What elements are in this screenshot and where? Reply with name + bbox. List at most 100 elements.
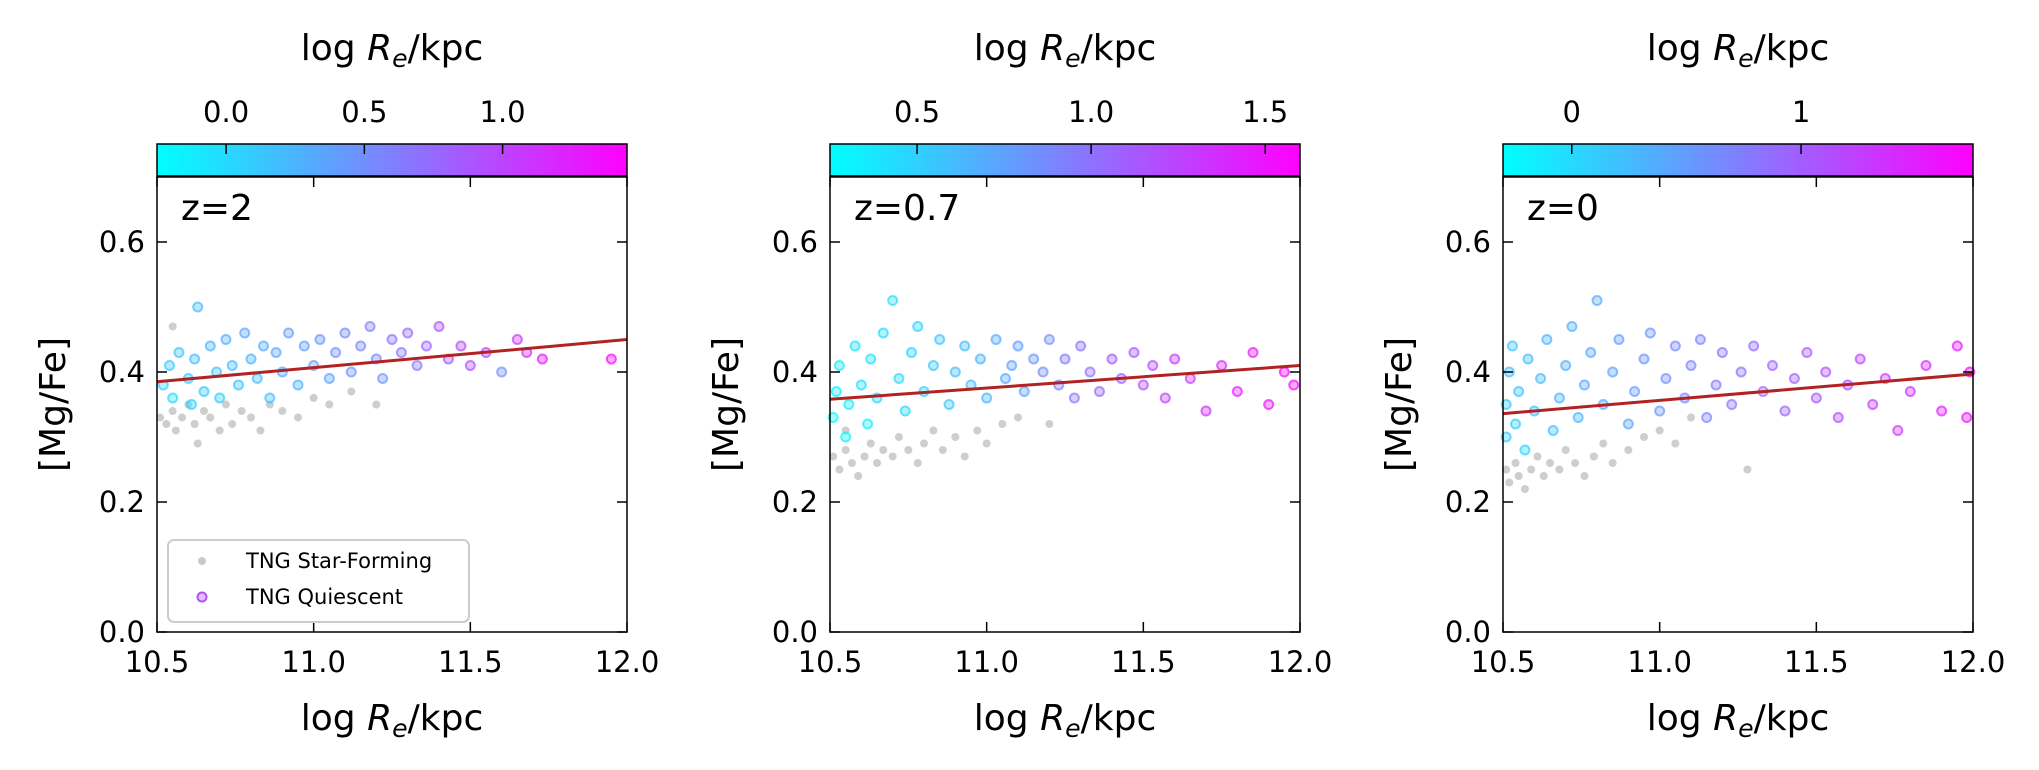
axes-frame (1502, 176, 1974, 633)
quiescent-point (1128, 347, 1140, 358)
quiescent-point (893, 373, 905, 384)
quiescent-point (862, 418, 874, 430)
quiescent-point (386, 334, 398, 345)
colorbar-tick-label: 0 (1563, 95, 1581, 129)
quiescent-point (192, 301, 204, 313)
quiescent-point (464, 360, 476, 371)
quiescent-point (887, 295, 899, 306)
star-forming-point (1539, 472, 1548, 480)
quiescent-point (536, 353, 548, 365)
quiescent-point (1137, 379, 1149, 391)
quiescent-point (855, 379, 867, 391)
x-tick-label: 11.0 (954, 645, 1019, 679)
quiescent-point (827, 412, 839, 423)
legend-marker-quiescent (196, 591, 208, 603)
quiescent-point (1184, 373, 1196, 384)
star-forming-point (835, 465, 844, 474)
quiescent-point (1867, 399, 1879, 410)
quiescent-point (1247, 347, 1259, 358)
quiescent-point (496, 366, 508, 378)
colorbar (829, 143, 1301, 177)
panel-label: z=2 (181, 188, 253, 229)
quiescent-point (1018, 386, 1030, 397)
y-tick-label: 0.4 (772, 355, 818, 389)
legend-box (167, 539, 470, 623)
star-forming-point (171, 426, 180, 435)
quiescent-point (927, 360, 939, 371)
star-forming-point (1533, 452, 1542, 461)
colorbar (1502, 143, 1974, 177)
quiescent-point (1028, 353, 1040, 365)
panel-label: z=0.7 (854, 188, 960, 229)
star-forming-point (1599, 439, 1608, 448)
star-forming-point (184, 400, 193, 409)
quiescent-point (198, 386, 210, 397)
quiescent-point (833, 360, 845, 371)
quiescent-point (355, 340, 367, 352)
quiescent-point (1547, 425, 1559, 436)
star-forming-point (1505, 478, 1514, 487)
quiescent-point (1216, 360, 1228, 371)
quiescent-point (270, 347, 282, 358)
quiescent-point (1522, 353, 1534, 365)
quiescent-point (1892, 425, 1904, 436)
quiescent-point (1106, 353, 1118, 365)
quiescent-point (1629, 386, 1641, 397)
quiescent-point (1068, 392, 1080, 404)
star-forming-point (1527, 465, 1536, 474)
y-tick-label: 0.0 (99, 615, 145, 649)
x-tick-label: 12.0 (1941, 645, 2006, 679)
quiescent-point (377, 373, 389, 384)
axes-frame (829, 176, 1301, 633)
y-tick-label: 0.0 (1445, 615, 1491, 649)
quiescent-point (1951, 340, 1963, 352)
y-tick-label: 0.0 (772, 615, 818, 649)
quiescent-point (1263, 399, 1275, 410)
y-tick-label: 0.6 (772, 225, 818, 259)
x-axis-label: log Re/kpc (301, 698, 483, 743)
star-forming-point (866, 439, 875, 448)
quiescent-point (981, 392, 993, 404)
quiescent-point (1541, 334, 1553, 345)
x-tick-label: 11.0 (281, 645, 346, 679)
quiescent-point (1500, 431, 1512, 443)
quiescent-point (232, 379, 244, 391)
scatter-points (827, 295, 1300, 480)
quiescent-point (245, 353, 257, 365)
quiescent-point (605, 353, 617, 365)
quiescent-point (1006, 360, 1018, 371)
star-forming-point (168, 407, 177, 415)
star-forming-point (1555, 465, 1564, 474)
quiescent-point (1644, 327, 1656, 339)
quiescent-point (1669, 340, 1681, 352)
quiescent-point (1726, 399, 1738, 410)
quiescent-point (1660, 373, 1672, 384)
star-forming-point (247, 413, 255, 422)
y-tick-label: 0.2 (772, 485, 818, 519)
quiescent-point (1585, 347, 1597, 358)
star-forming-point (1561, 446, 1570, 454)
quiescent-point (990, 334, 1002, 345)
fit-line (829, 364, 1301, 401)
star-forming-point (873, 459, 881, 467)
quiescent-point (1810, 392, 1822, 404)
x-tick-label: 11.0 (1627, 645, 1692, 679)
quiescent-point (1578, 379, 1590, 391)
star-forming-point (256, 426, 265, 435)
quiescent-point (999, 373, 1011, 384)
star-forming-point (847, 459, 856, 467)
colorbar-tick-label: 1.0 (1068, 95, 1114, 129)
star-forming-point (1655, 426, 1664, 435)
quiescent-point (1694, 334, 1706, 345)
star-forming-point (156, 413, 165, 422)
quiescent-point (1506, 340, 1518, 352)
x-tick-label: 12.0 (595, 645, 660, 679)
quiescent-point (323, 373, 335, 384)
colorbar-tick-label: 1.0 (480, 95, 526, 129)
colorbar-tick-label: 0.0 (203, 95, 249, 129)
star-forming-point (162, 420, 171, 428)
quiescent-point (420, 340, 432, 352)
quiescent-point (402, 327, 414, 339)
star-forming-point (973, 426, 982, 435)
quiescent-point (455, 340, 467, 352)
